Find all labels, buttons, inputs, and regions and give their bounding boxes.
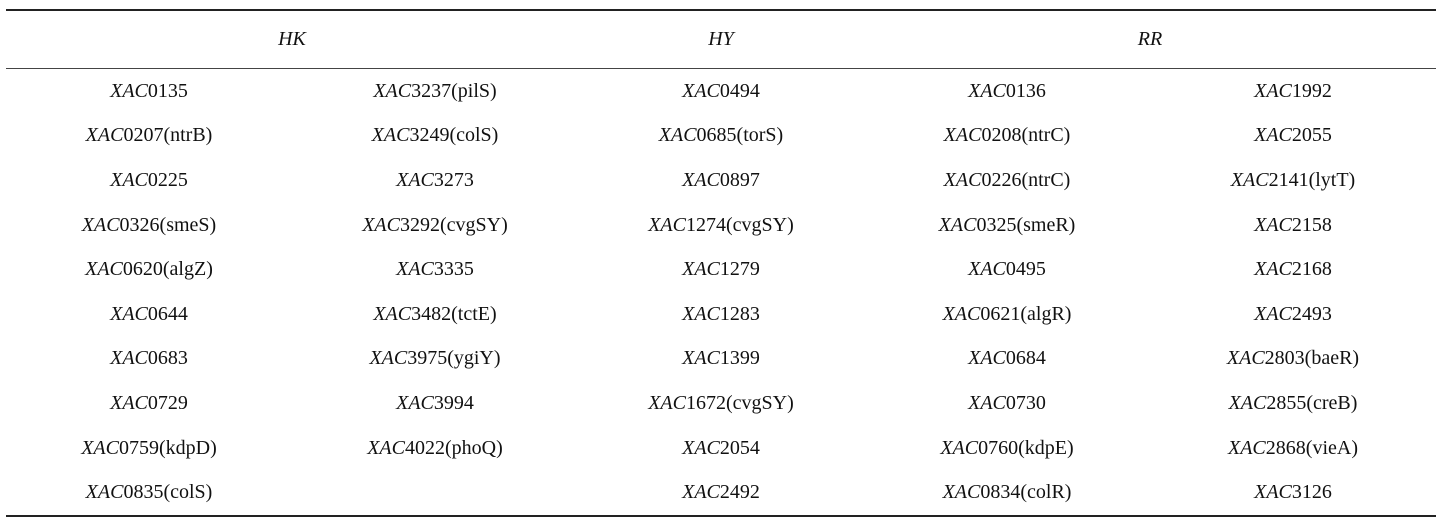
- table-cell: XAC2054: [682, 436, 760, 459]
- table-cell: XAC0136: [968, 79, 1046, 102]
- table-cell: XAC0684: [968, 347, 1046, 370]
- table-row: XAC0135 XAC3237(pilS) XAC0494 XAC0136 XAC199…: [6, 69, 1436, 114]
- table-cell: XAC0226(ntrC): [943, 168, 1071, 191]
- table-cell: XAC1274(cvgSY): [648, 213, 794, 236]
- table-cell: [292, 470, 578, 516]
- table-cell: XAC0208(ntrC): [943, 124, 1071, 147]
- table-cell: XAC0897: [682, 168, 760, 191]
- table-cell: XAC2868(vieA): [1228, 436, 1358, 459]
- table-row: XAC0225 XAC3273 XAC0897 XAC0226(ntrC) XAC214…: [6, 158, 1436, 203]
- table-cell: XAC0683: [110, 347, 188, 370]
- table-cell: XAC4022(phoQ): [367, 436, 503, 459]
- table-cell: XAC0325(smeR): [938, 213, 1076, 236]
- table-cell: XAC2492: [682, 481, 760, 504]
- table-cell: XAC3994: [396, 391, 474, 414]
- table-cell: XAC0835(colS): [85, 481, 213, 504]
- table-cell: XAC0620(algZ): [85, 258, 213, 281]
- table-body: XAC0135 XAC3237(pilS) XAC0494 XAC0136 XAC199…: [6, 69, 1436, 516]
- table-cell: XAC0621(algR): [942, 302, 1072, 325]
- table-cell: XAC0834(colR): [942, 481, 1072, 504]
- table-cell: XAC0207(ntrB): [85, 124, 213, 147]
- table-row: XAC0835(colS) XAC2492 XAC0834(colR) XAC3126: [6, 470, 1436, 516]
- table-cell: XAC3273: [396, 168, 474, 191]
- table-cell: XAC0760(kdpE): [940, 436, 1074, 459]
- table-row: XAC0644 XAC3482(tctE) XAC1283 XAC0621(algR)…: [6, 292, 1436, 337]
- table-row: XAC0759(kdpD) XAC4022(phoQ) XAC2054 XAC0760…: [6, 426, 1436, 471]
- table-cell: XAC2803(baeR): [1226, 347, 1360, 370]
- table-cell: XAC3126: [1254, 481, 1332, 504]
- table-cell: XAC3975(ygiY): [369, 347, 501, 370]
- table-cell: XAC3335: [396, 258, 474, 281]
- table-cell: XAC0225: [110, 168, 188, 191]
- table-cell: XAC0730: [968, 391, 1046, 414]
- table-cell: XAC1399: [682, 347, 760, 370]
- header-cell: RR: [1137, 28, 1163, 50]
- table-cell: XAC0135: [110, 79, 188, 102]
- table-cell: XAC3292(cvgSY): [362, 213, 508, 236]
- table-cell: XAC0729: [110, 391, 188, 414]
- table-cell: XAC0644: [110, 302, 188, 325]
- table-cell: XAC3237(pilS): [373, 79, 497, 102]
- table-row: XAC0326(smeS) XAC3292(cvgSY) XAC1274(cvgSY…: [6, 203, 1436, 248]
- table-cell: XAC1992: [1254, 79, 1332, 102]
- table-row: XAC0683 XAC3975(ygiY) XAC1399 XAC0684 XAC280…: [6, 337, 1436, 382]
- table-cell: XAC2855(creB): [1228, 391, 1358, 414]
- header-cell: HK: [278, 28, 306, 50]
- table-cell: XAC2493: [1254, 302, 1332, 325]
- table-cell: XAC1279: [682, 258, 760, 281]
- table-cell: XAC3482(tctE): [373, 302, 497, 325]
- table-cell: XAC1283: [682, 302, 760, 325]
- table-cell: XAC2158: [1254, 213, 1332, 236]
- data-table: HK HY RR XAC0135 XAC3237(pilS) XAC0494 XAC0…: [6, 9, 1436, 517]
- table-cell: XAC0326(smeS): [81, 213, 217, 236]
- header-row: HK HY RR: [6, 10, 1436, 69]
- table-row: XAC0207(ntrB) XAC3249(colS) XAC0685(torS) X…: [6, 114, 1436, 159]
- table-cell: XAC2168: [1254, 258, 1332, 281]
- table-cell: XAC0685(torS): [658, 124, 784, 147]
- table-cell: XAC2141(lytT): [1230, 168, 1356, 191]
- table-cell: XAC2055: [1254, 124, 1332, 147]
- table-row: XAC0729 XAC3994 XAC1672(cvgSY) XAC0730 XAC28…: [6, 381, 1436, 426]
- table-cell: XAC0494: [682, 79, 760, 102]
- table-cell: XAC1672(cvgSY): [648, 391, 794, 414]
- table-cell: XAC0495: [968, 258, 1046, 281]
- table-cell: XAC0759(kdpD): [81, 436, 217, 459]
- table-row: XAC0620(algZ) XAC3335 XAC1279 XAC0495 XAC216…: [6, 247, 1436, 292]
- table-cell: XAC3249(colS): [371, 124, 499, 147]
- header-cell: HY: [708, 28, 734, 50]
